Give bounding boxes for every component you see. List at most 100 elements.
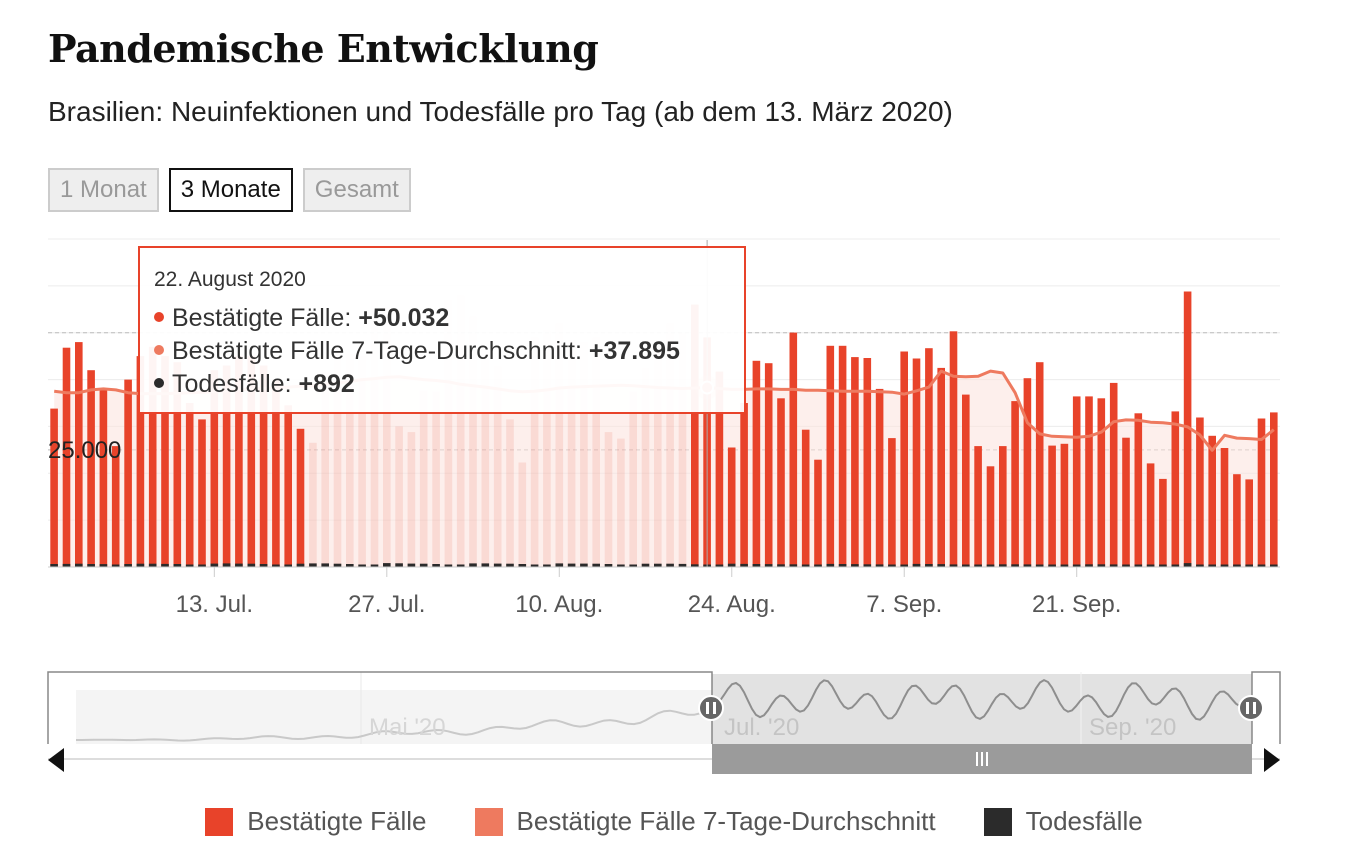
case-bar[interactable]	[222, 365, 231, 568]
death-bar[interactable]	[530, 564, 539, 568]
case-bar[interactable]	[1270, 412, 1278, 567]
death-bar[interactable]	[161, 563, 169, 568]
death-bar[interactable]	[124, 564, 132, 567]
death-bar[interactable]	[1196, 564, 1204, 568]
case-bar[interactable]	[999, 446, 1007, 567]
death-bar[interactable]	[925, 564, 933, 567]
case-bar[interactable]	[691, 304, 699, 567]
death-bar[interactable]	[851, 564, 859, 567]
death-bar[interactable]	[1220, 564, 1229, 568]
death-bar[interactable]	[1146, 564, 1155, 568]
case-bar[interactable]	[986, 466, 995, 567]
death-bar[interactable]	[1245, 564, 1253, 568]
death-bar[interactable]	[986, 564, 995, 568]
case-bar[interactable]	[506, 419, 514, 567]
case-bar[interactable]	[1220, 448, 1229, 567]
death-bar[interactable]	[740, 563, 748, 568]
death-bar[interactable]	[235, 563, 243, 567]
death-bar[interactable]	[1233, 564, 1241, 568]
death-bar[interactable]	[888, 564, 896, 568]
case-bar[interactable]	[912, 358, 921, 568]
case-bar[interactable]	[1109, 382, 1118, 567]
case-bar[interactable]	[173, 362, 182, 567]
death-bar[interactable]	[284, 564, 292, 568]
death-bar[interactable]	[419, 563, 428, 567]
case-bar[interactable]	[309, 442, 317, 567]
case-bar[interactable]	[900, 351, 908, 568]
death-bar[interactable]	[937, 564, 945, 567]
case-bar[interactable]	[764, 363, 773, 567]
case-bar[interactable]	[419, 390, 428, 567]
range-all-button[interactable]: Gesamt	[302, 168, 411, 212]
death-bar[interactable]	[654, 563, 662, 567]
death-bar[interactable]	[1171, 564, 1180, 568]
death-bar[interactable]	[555, 563, 564, 567]
death-bar[interactable]	[346, 564, 354, 567]
case-bar[interactable]	[50, 408, 58, 567]
case-bar[interactable]	[530, 337, 539, 567]
case-bar[interactable]	[1035, 362, 1044, 567]
death-bar[interactable]	[875, 564, 884, 567]
death-bar[interactable]	[543, 564, 551, 568]
case-bar[interactable]	[617, 438, 625, 567]
death-bar[interactable]	[148, 563, 157, 567]
case-bar[interactable]	[444, 299, 453, 567]
death-bar[interactable]	[321, 563, 329, 567]
death-bar[interactable]	[567, 563, 576, 567]
case-bar[interactable]	[678, 332, 687, 567]
death-bar[interactable]	[1122, 564, 1130, 568]
death-bar[interactable]	[727, 563, 736, 567]
death-bar[interactable]	[863, 564, 872, 567]
case-bar[interactable]	[740, 403, 748, 567]
death-bar[interactable]	[75, 563, 83, 567]
death-bar[interactable]	[592, 563, 600, 567]
pause-handle-icon[interactable]	[1238, 695, 1264, 721]
case-bar[interactable]	[87, 370, 95, 567]
death-bar[interactable]	[1109, 564, 1118, 567]
death-bar[interactable]	[1035, 564, 1044, 568]
case-bar[interactable]	[567, 339, 576, 567]
case-bar[interactable]	[727, 447, 736, 568]
case-bar[interactable]	[838, 345, 847, 567]
case-bar[interactable]	[469, 316, 477, 567]
death-bar[interactable]	[691, 564, 699, 567]
case-bar[interactable]	[1048, 445, 1056, 567]
death-bar[interactable]	[1134, 564, 1143, 568]
case-bar[interactable]	[432, 391, 440, 567]
case-bar[interactable]	[210, 370, 219, 567]
death-bar[interactable]	[198, 564, 206, 568]
case-bar[interactable]	[75, 342, 83, 567]
death-bar[interactable]	[999, 564, 1007, 567]
case-bar[interactable]	[604, 432, 613, 567]
death-bar[interactable]	[580, 563, 588, 567]
death-bar[interactable]	[407, 563, 416, 567]
case-bar[interactable]	[777, 398, 785, 567]
case-bar[interactable]	[296, 428, 305, 567]
case-bar[interactable]	[1183, 291, 1192, 568]
death-bar[interactable]	[99, 564, 108, 567]
death-bar[interactable]	[752, 564, 761, 567]
case-bar[interactable]	[346, 353, 354, 567]
case-bar[interactable]	[1134, 413, 1143, 567]
range-3-months-button[interactable]: 3 Monate	[168, 168, 293, 212]
case-bar[interactable]	[1122, 437, 1130, 567]
death-bar[interactable]	[1208, 564, 1216, 568]
case-bar[interactable]	[272, 379, 280, 567]
death-bar[interactable]	[493, 563, 502, 567]
death-bar[interactable]	[136, 563, 145, 567]
case-bar[interactable]	[1171, 411, 1180, 567]
case-bar[interactable]	[1085, 396, 1093, 567]
death-bar[interactable]	[814, 564, 822, 568]
pause-handle-icon[interactable]	[698, 695, 724, 721]
death-bar[interactable]	[506, 563, 514, 567]
legend-item-average[interactable]: Bestätigte Fälle 7-Tage-Durchschnitt	[474, 806, 936, 837]
case-bar[interactable]	[333, 349, 342, 567]
case-bar[interactable]	[148, 346, 157, 567]
scroll-right-arrow-icon[interactable]	[1264, 748, 1280, 772]
range-navigator[interactable]: Mai '20 Jul. '20 Sep. '20	[0, 660, 1348, 780]
case-bar[interactable]	[185, 403, 194, 567]
case-bar[interactable]	[641, 367, 650, 567]
case-bar[interactable]	[715, 371, 724, 567]
case-bar[interactable]	[1060, 443, 1069, 567]
case-bar[interactable]	[1208, 435, 1216, 567]
